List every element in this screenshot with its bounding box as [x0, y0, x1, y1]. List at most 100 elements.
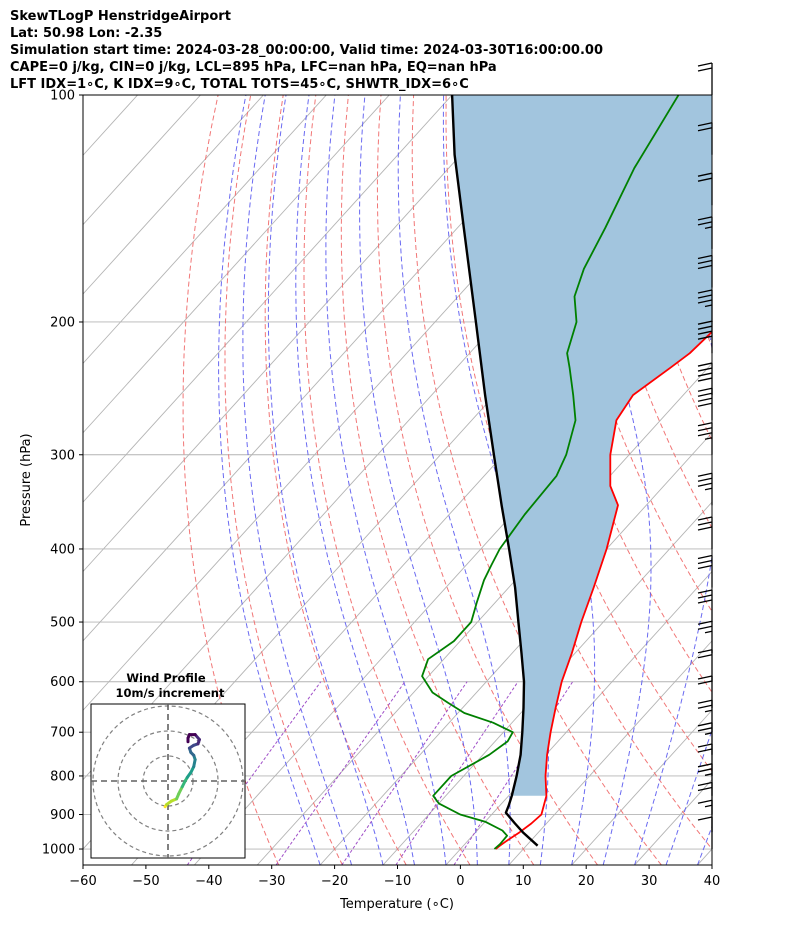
wind-barb-flag [697, 786, 713, 792]
isotherm-line [83, 95, 516, 573]
moist-adiabat-line [359, 95, 478, 865]
wind-barb-flag [697, 699, 713, 704]
wind-barb-flag [697, 362, 713, 367]
wind-barb-flag [697, 402, 713, 407]
wind-barb-halfflag [704, 709, 713, 713]
moist-adiabat-line [267, 95, 384, 865]
moist-adiabat-line [565, 95, 652, 865]
x-tick-label: −30 [258, 874, 285, 889]
wind-barb-flag [697, 432, 713, 437]
y-tick-label: 1000 [42, 843, 75, 858]
wind-barb-flag [697, 589, 713, 594]
wind-barb-flag [697, 299, 713, 304]
isotherm-line [319, 432, 712, 865]
stability-summary: CAPE=0 j/kg, CIN=0 j/kg, LCL=895 hPa, LF… [10, 60, 497, 75]
isotherm-line [445, 570, 712, 865]
wind-barb-flag [697, 526, 713, 531]
station-coordinates: Lat: 50.98 Lon: -2.35 [10, 26, 163, 41]
wind-barb-flag [697, 594, 713, 599]
simulation-times: Simulation start time: 2024-03-28_00:00:… [10, 43, 603, 58]
wind-barb [697, 516, 713, 549]
wind-barb [697, 699, 713, 733]
wind-barb-flag [697, 422, 713, 427]
wind-barb-flag [697, 649, 713, 654]
isotherm-line [83, 95, 390, 434]
x-tick-label: 30 [641, 874, 658, 889]
wind-barb-flag [697, 177, 713, 182]
hodograph-title: Wind Profile [126, 671, 206, 685]
wind-barb-halfflag [704, 630, 713, 634]
wind-barb [697, 799, 713, 833]
wind-barb-flag [697, 599, 713, 604]
moist-adiabat-line [295, 95, 415, 865]
isotherm-line [83, 95, 327, 365]
wind-barb-flag [697, 559, 713, 565]
wind-barb-flag [697, 554, 713, 560]
wind-barb-flag [697, 392, 713, 397]
wind-barb-flag [697, 748, 713, 753]
wind-barb-flag [697, 289, 713, 294]
wind-barb-flag [697, 564, 713, 570]
wind-barb-flag [697, 799, 713, 804]
wind-barb [697, 589, 713, 623]
wind-barb-flag [697, 675, 713, 680]
wind-barb-halfflag [704, 437, 713, 440]
y-tick-label: 600 [50, 675, 75, 690]
wind-barb-flag [697, 654, 713, 659]
x-tick-label: 40 [704, 874, 721, 889]
wind-barb-flag [697, 330, 713, 335]
wind-barb-flag [697, 67, 713, 72]
wind-barb-halfflag [704, 226, 713, 230]
isotherm-line [131, 223, 712, 865]
index-summary: LFT IDX=1∘C, K IDX=9∘C, TOTAL TOTS=45∘C,… [10, 77, 469, 92]
mixing-ratio-line [275, 681, 406, 865]
wind-barb-halfflag [704, 304, 713, 308]
wind-barb-flag [697, 816, 713, 821]
dry-adiabat-line [303, 95, 471, 865]
x-tick-label: 20 [578, 874, 595, 889]
wind-barb-flag [697, 743, 713, 748]
x-tick-label: −40 [195, 874, 222, 889]
wind-barb-flag [697, 377, 713, 382]
temperature-profile-line [495, 330, 712, 850]
moist-adiabat-line [665, 728, 712, 865]
x-tick-label: −50 [132, 874, 159, 889]
y-tick-label: 200 [50, 315, 75, 330]
parcel-profile-profile-line [450, 95, 539, 847]
wind-barb-flag [697, 620, 713, 625]
wind-barb-flag [697, 294, 713, 299]
wind-barb-flag [697, 768, 713, 773]
x-tick-label: −10 [384, 874, 411, 889]
dry-adiabat-line [376, 95, 599, 865]
wind-barb-halfflag [704, 804, 713, 808]
wind-barb-flag [697, 62, 713, 67]
wind-barb-flag [697, 264, 713, 270]
moist-adiabat-line [218, 95, 321, 865]
x-axis-label: Temperature (∘C) [339, 897, 454, 912]
hodograph-ring [117, 730, 219, 832]
wind-barb-flag [697, 781, 713, 787]
x-tick-label: 0 [456, 874, 464, 889]
wind-barb-flag [697, 325, 713, 330]
wind-barb-flag [697, 221, 713, 226]
wind-barb-halfflag [704, 732, 713, 735]
wind-barb-flag [697, 122, 713, 127]
wind-barb [697, 422, 713, 455]
wind-barb-flag [697, 387, 713, 392]
y-tick-label: 900 [50, 808, 75, 823]
moist-adiabat-line [242, 95, 353, 865]
y-tick-label: 400 [50, 542, 75, 557]
x-tick-label: −20 [321, 874, 348, 889]
dry-adiabat-line [264, 95, 407, 865]
wind-barb-flag [697, 680, 713, 685]
isotherm-line [83, 95, 201, 226]
wind-barb-flag [697, 320, 713, 325]
wind-barb [697, 554, 713, 588]
wind-barb [697, 62, 713, 95]
wind-barb [697, 763, 713, 796]
chart-title: SkewTLogP HenstridgeAirport [10, 9, 231, 24]
hodograph-subtitle: 10m/s increment [116, 686, 225, 700]
dry-adiabat-line [608, 95, 712, 442]
moist-adiabat-line [634, 95, 712, 865]
wind-barb-flag [697, 427, 713, 432]
